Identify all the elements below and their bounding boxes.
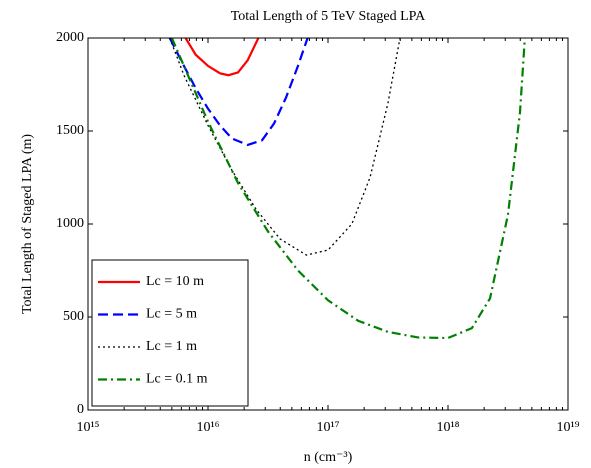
x-tick-label: 10¹⁷ — [316, 420, 339, 435]
series-line — [170, 38, 526, 340]
y-axis-label: Total Length of Staged LPA (m) — [20, 134, 35, 314]
y-tick-label: 1000 — [56, 216, 84, 231]
x-axis-label: n (cm⁻³) — [304, 450, 353, 465]
x-tick-label: 10¹⁹ — [556, 420, 579, 435]
legend-label: Lc = 5 m — [146, 307, 197, 322]
x-tick-label: 10¹⁶ — [196, 420, 219, 435]
y-tick-label: 2000 — [56, 30, 84, 45]
y-tick-label: 1500 — [56, 123, 84, 138]
series-line — [169, 38, 401, 256]
legend-label: Lc = 1 m — [146, 339, 197, 354]
chart-title: Total Length of 5 TeV Staged LPA — [231, 9, 426, 24]
x-tick-label: 10¹⁸ — [436, 420, 459, 435]
plot-frame — [87, 37, 569, 411]
legend-box — [91, 259, 249, 407]
y-tick-label: 500 — [63, 309, 84, 324]
x-tick-label: 10¹⁵ — [76, 420, 99, 435]
legend-label: Lc = 10 m — [146, 274, 204, 289]
series-line — [184, 38, 260, 77]
legend-label: Lc = 0.1 m — [146, 372, 208, 387]
series-line — [168, 38, 309, 147]
y-tick-label: 0 — [77, 402, 84, 417]
